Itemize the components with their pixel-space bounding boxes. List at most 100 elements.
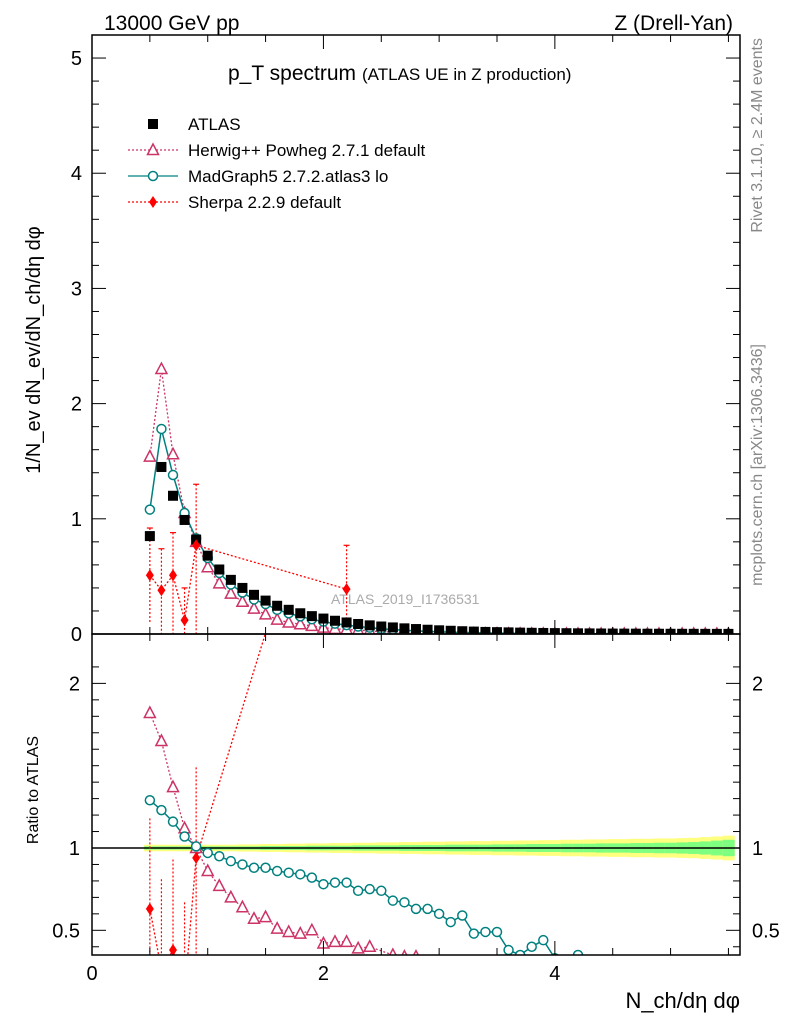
atlas-point xyxy=(225,574,236,585)
sherpa-ratio-point xyxy=(169,944,177,955)
herwig-point xyxy=(200,559,215,573)
legend-label: MadGraph5 2.7.2.atlas3 lo xyxy=(188,167,388,186)
madgraph-point xyxy=(144,504,156,515)
atlas-point xyxy=(526,627,537,634)
atlas-point xyxy=(688,628,699,634)
madgraph-ratio-point xyxy=(433,908,445,920)
herwig-ratio-point xyxy=(258,909,273,923)
energy-label: 13000 GeV pp xyxy=(104,12,239,35)
atlas-point xyxy=(202,550,213,561)
madgraph-point xyxy=(167,469,179,481)
herwig-ratio-point xyxy=(212,878,227,892)
main-ytick-label: 1 xyxy=(71,509,82,531)
herwig-ratio-point xyxy=(305,922,319,936)
atlas-point xyxy=(399,623,410,634)
madgraph-ratio-point xyxy=(387,895,399,906)
madgraph-ratio-point xyxy=(538,934,549,946)
madgraph-ratio-point xyxy=(248,862,260,874)
herwig-point xyxy=(247,601,261,614)
herwig-point xyxy=(293,616,308,630)
atlas-point xyxy=(561,628,572,634)
madgraph-ratio-point xyxy=(202,847,213,859)
atlas-point xyxy=(376,621,387,632)
madgraph-ratio-point xyxy=(445,916,456,928)
herwig-ratio-point xyxy=(401,949,408,955)
sherpa-point xyxy=(180,614,189,627)
atlas-point xyxy=(318,613,329,624)
madgraph-ratio-point xyxy=(341,877,352,888)
atlas-point xyxy=(168,490,178,501)
sherpa-ratio-line xyxy=(149,634,266,955)
main-ytick-label: 3 xyxy=(71,278,82,300)
main-ylabel: 1/N_ev dN_ev/dN_ch/dη dφ xyxy=(23,226,45,474)
madgraph-ratio-point xyxy=(468,928,480,939)
sherpa-point xyxy=(169,569,177,582)
herwig-point xyxy=(143,448,157,462)
ratio-xlabel: N_ch/dη dφ xyxy=(625,988,740,1013)
analysis-watermark: ATLAS_2019_I1736531 xyxy=(331,591,480,607)
main-ytick-label: 2 xyxy=(71,394,82,416)
madgraph-ratio-point xyxy=(572,949,584,955)
ratio-frame xyxy=(91,633,741,956)
ratio-ytick-label: 1 xyxy=(69,838,80,860)
atlas-point xyxy=(584,628,595,634)
herwig-ratio-point xyxy=(270,921,284,934)
process-label: Z (Drell-Yan) xyxy=(614,12,733,35)
madgraph-ratio-point xyxy=(376,885,387,897)
herwig-ratio-point xyxy=(177,820,192,834)
madgraph-ratio-point xyxy=(237,859,248,870)
madgraph-ratio-point xyxy=(306,872,318,883)
sherpa-ratio-point xyxy=(343,365,351,377)
madgraph-ratio-point xyxy=(179,831,190,842)
atlas-point xyxy=(445,625,456,634)
atlas-point xyxy=(573,628,583,634)
sherpa-ratio-point xyxy=(192,851,201,864)
atlas-point xyxy=(283,604,294,615)
atlas-point xyxy=(654,628,664,634)
madgraph-ratio-point xyxy=(422,903,433,915)
legend-label: Sherpa 2.2.9 default xyxy=(188,193,341,212)
atlas-point xyxy=(457,626,468,634)
madgraph-ratio-point xyxy=(167,816,179,827)
atlas-point xyxy=(596,628,607,634)
herwig-ratio-point xyxy=(200,863,215,877)
atlas-point xyxy=(306,611,317,622)
madgraph-ratio-point xyxy=(318,878,329,890)
herwig-point xyxy=(281,614,296,628)
madgraph-ratio-point xyxy=(399,897,410,908)
herwig-ratio-point xyxy=(412,949,420,955)
sherpa-point xyxy=(145,569,154,582)
mcplots-label: mcplots.cern.ch [arXiv:1306.3436] xyxy=(749,344,766,586)
herwig-ratio-point xyxy=(351,940,365,954)
ratio-series xyxy=(92,365,740,999)
atlas-point xyxy=(330,615,340,626)
atlas-point xyxy=(260,595,271,606)
madgraph-ratio-point xyxy=(410,903,422,915)
legend-marker xyxy=(149,196,157,208)
ratio-xtick-label: 2 xyxy=(318,963,329,985)
sherpa-point xyxy=(342,583,351,596)
atlas-point xyxy=(411,624,421,634)
madgraph-ratio-point xyxy=(491,926,503,938)
herwig-point xyxy=(235,594,250,607)
herwig-ratio-point xyxy=(339,934,354,948)
herwig-point xyxy=(212,575,227,589)
atlas-point xyxy=(144,531,155,542)
madgraph-ratio-point xyxy=(225,855,237,867)
rivet-label: Rivet 3.1.10, ≥ 2.4M events xyxy=(749,38,766,233)
madgraph-ratio-point xyxy=(329,877,341,888)
madgraph-ratio-point xyxy=(144,795,156,806)
atlas-point xyxy=(468,626,479,634)
legend-label: Herwig++ Powheg 2.7.1 default xyxy=(188,141,425,160)
atlas-point xyxy=(249,589,259,600)
herwig-ratio-point xyxy=(166,779,180,793)
herwig-ratio-point xyxy=(224,889,238,903)
sherpa-ratio-point xyxy=(157,964,165,976)
ratio-ytick-label-right: 0.5 xyxy=(752,920,780,942)
sherpa-ratio-point xyxy=(181,987,189,999)
madgraph-ratio-point xyxy=(295,869,306,880)
herwig-ratio-point xyxy=(281,924,296,938)
herwig-ratio-line xyxy=(149,712,398,955)
madgraph-ratio-point xyxy=(457,910,468,921)
